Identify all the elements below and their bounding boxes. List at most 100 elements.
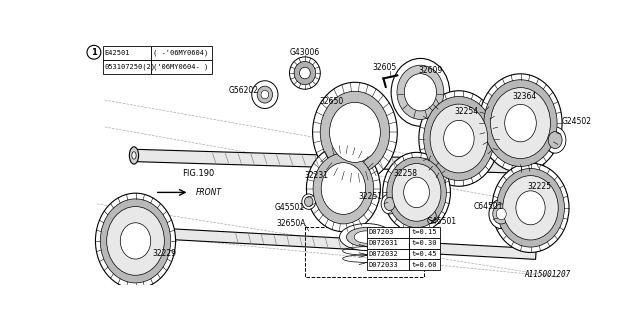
Text: 32364: 32364 [512, 92, 536, 101]
Ellipse shape [95, 193, 175, 289]
Text: G45501: G45501 [275, 203, 305, 212]
Ellipse shape [391, 59, 450, 126]
Ellipse shape [404, 177, 429, 208]
Ellipse shape [300, 67, 310, 79]
Ellipse shape [545, 127, 566, 153]
Ellipse shape [321, 163, 365, 214]
Ellipse shape [257, 86, 273, 103]
Bar [151, 46, 212, 60]
Ellipse shape [425, 208, 439, 223]
Text: E42501: E42501 [105, 50, 130, 56]
Bar [409, 249, 440, 260]
Ellipse shape [384, 197, 395, 211]
Bar [103, 46, 151, 60]
Ellipse shape [109, 228, 113, 234]
Text: t=0.60: t=0.60 [411, 262, 436, 268]
Text: G45501: G45501 [427, 217, 457, 226]
Text: 32229: 32229 [153, 250, 177, 259]
Ellipse shape [313, 153, 374, 224]
Polygon shape [134, 149, 544, 174]
Text: 32609: 32609 [419, 66, 442, 75]
Ellipse shape [397, 65, 444, 119]
Ellipse shape [289, 57, 320, 89]
Ellipse shape [493, 204, 509, 224]
Ellipse shape [132, 152, 136, 159]
Ellipse shape [430, 104, 488, 173]
Ellipse shape [424, 97, 494, 180]
Ellipse shape [489, 199, 513, 228]
Ellipse shape [505, 104, 536, 142]
Ellipse shape [503, 176, 558, 240]
Text: 32650: 32650 [320, 97, 344, 106]
Ellipse shape [404, 74, 436, 111]
Text: ('06MY0604- ): ('06MY0604- ) [153, 64, 209, 70]
Ellipse shape [302, 194, 316, 209]
Text: 32258: 32258 [393, 169, 417, 178]
Text: 32650A: 32650A [276, 219, 306, 228]
Bar [103, 60, 151, 74]
Text: D07203: D07203 [369, 229, 394, 236]
Bar [367, 227, 409, 238]
Bar [305, 227, 424, 277]
Ellipse shape [392, 164, 441, 221]
Text: 32225: 32225 [528, 182, 552, 191]
Ellipse shape [428, 211, 436, 220]
Text: 053107250(2): 053107250(2) [105, 64, 156, 70]
Ellipse shape [381, 194, 398, 214]
Text: t=0.45: t=0.45 [411, 251, 436, 257]
Ellipse shape [100, 199, 171, 283]
Bar [151, 60, 212, 74]
Ellipse shape [383, 152, 451, 232]
Bar [367, 238, 409, 249]
Text: 32251: 32251 [358, 192, 382, 201]
Text: D072033: D072033 [369, 262, 399, 268]
Ellipse shape [548, 132, 562, 148]
Bar [409, 227, 440, 238]
Text: 1: 1 [91, 48, 97, 57]
Ellipse shape [479, 74, 562, 172]
Text: 32605: 32605 [372, 63, 396, 72]
Ellipse shape [444, 120, 474, 157]
Text: FRONT: FRONT [196, 188, 221, 197]
Bar [409, 260, 440, 270]
Text: ( -'06MY0604): ( -'06MY0604) [153, 50, 209, 56]
Text: G56202: G56202 [228, 86, 259, 95]
Bar [367, 249, 409, 260]
Ellipse shape [497, 169, 564, 247]
Ellipse shape [484, 80, 557, 166]
Ellipse shape [340, 224, 394, 251]
Text: FIG.190: FIG.190 [182, 169, 214, 178]
Ellipse shape [516, 191, 545, 225]
Ellipse shape [387, 157, 446, 228]
Ellipse shape [129, 147, 139, 164]
Ellipse shape [496, 208, 506, 220]
Text: 32254: 32254 [454, 107, 479, 116]
Polygon shape [111, 226, 536, 260]
Text: D072032: D072032 [369, 251, 399, 257]
Ellipse shape [354, 231, 379, 243]
Ellipse shape [330, 102, 380, 162]
Ellipse shape [320, 91, 390, 173]
Text: G43006: G43006 [290, 48, 320, 57]
Text: t=0.30: t=0.30 [411, 240, 436, 246]
Text: t=0.15: t=0.15 [411, 229, 436, 236]
Ellipse shape [261, 90, 269, 99]
Ellipse shape [120, 223, 150, 259]
Text: G24502: G24502 [561, 117, 591, 126]
Ellipse shape [252, 81, 278, 108]
Text: D072031: D072031 [369, 240, 399, 246]
Ellipse shape [419, 91, 499, 186]
Bar [409, 238, 440, 249]
Ellipse shape [312, 82, 397, 182]
Bar [367, 260, 409, 270]
Ellipse shape [305, 196, 313, 207]
Text: C64501: C64501 [474, 202, 503, 211]
Ellipse shape [307, 145, 380, 232]
Ellipse shape [294, 61, 316, 84]
Ellipse shape [346, 228, 387, 247]
Ellipse shape [492, 163, 569, 252]
Ellipse shape [491, 88, 550, 159]
Ellipse shape [107, 224, 115, 238]
Text: A115001207: A115001207 [524, 270, 570, 279]
Ellipse shape [107, 206, 164, 275]
